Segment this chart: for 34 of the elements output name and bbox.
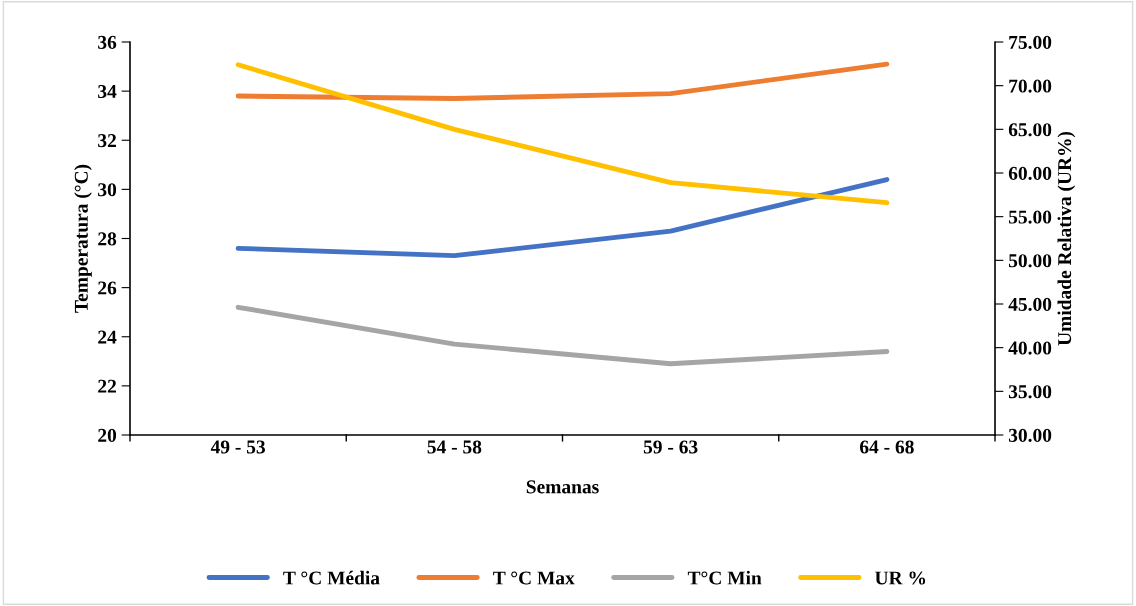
y-axis-title: Temperatura (°C) [74, 164, 92, 313]
line-series [235, 62, 890, 206]
x-tick-label: 59 - 63 [643, 440, 698, 454]
y-tick-label: 32 [98, 134, 116, 148]
y2-tick-label: 70.00 [1009, 79, 1052, 93]
y2-tick-label: 40.00 [1008, 341, 1052, 355]
y2-tick-label: 50.00 [1008, 254, 1052, 268]
x-tick-label: 49 - 53 [210, 440, 265, 454]
y-tick-label: 20 [98, 428, 117, 442]
x-tick-label: 54 - 58 [427, 440, 482, 454]
x-tick-label: 64 - 68 [860, 440, 914, 454]
legend-label: UR % [875, 571, 926, 585]
y2-axis-title: Umidade Relativa (UR%) [1057, 131, 1076, 346]
y-tick-label: 28 [98, 232, 117, 246]
x-axis-title: Semanas [526, 480, 599, 494]
legend-label: T °C Max [493, 571, 575, 585]
y-tick-label: 22 [98, 379, 116, 393]
legend-label: T °C Média [283, 570, 380, 585]
y2-tick-label: 30.00 [1008, 428, 1052, 443]
y2-tick-label: 65.00 [1008, 123, 1052, 137]
y2-tick-label: 75.00 [1009, 35, 1052, 50]
legend-label: T°C Min [687, 570, 762, 585]
y2-tick-label: 60.00 [1008, 166, 1052, 181]
y-tick-label: 34 [98, 85, 117, 99]
line-series [235, 61, 890, 101]
y-tick-label: 36 [98, 35, 117, 49]
line-series [235, 177, 890, 259]
y2-tick-label: 55.00 [1008, 210, 1052, 224]
line-series [235, 304, 890, 367]
y2-tick-label: 35.00 [1008, 385, 1052, 399]
y-tick-label: 30 [98, 183, 117, 197]
y-tick-label: 26 [98, 281, 117, 295]
y2-tick-label: 45.00 [1008, 297, 1052, 312]
y-tick-label: 24 [98, 330, 117, 344]
